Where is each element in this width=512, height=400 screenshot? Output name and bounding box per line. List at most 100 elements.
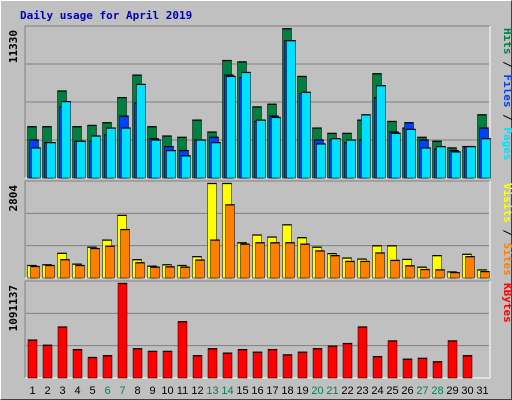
day-label-5: 5: [89, 385, 95, 397]
bar-kbytes-day-19: [297, 351, 308, 379]
bar-kbytes-day-20: [312, 348, 323, 379]
bar-pages-day-18: [286, 40, 296, 179]
bar-pages-day-20: [316, 143, 326, 179]
legend-separator: /: [501, 55, 512, 75]
day-label-12: 12: [191, 385, 203, 397]
bar-pages-day-25: [391, 132, 401, 179]
day-label-7: 7: [119, 385, 125, 397]
bar-pages-day-17: [271, 116, 281, 179]
bar-kbytes-day-9: [147, 350, 158, 379]
bar-kbytes-day-10: [162, 350, 173, 379]
bar-sites-day-25: [390, 259, 400, 279]
day-label-6: 6: [104, 385, 110, 397]
bar-kbytes-day-22: [342, 342, 353, 379]
bar-sites-day-23: [360, 260, 370, 279]
day-label-1: 1: [29, 385, 35, 397]
day-label-10: 10: [161, 385, 173, 397]
bar-kbytes-day-17: [267, 349, 278, 379]
bar-pages-day-7: [121, 127, 131, 179]
bar-kbytes-day-21: [327, 345, 338, 379]
bar-sites-day-20: [315, 250, 325, 279]
bar-kbytes-day-27: [417, 357, 428, 379]
bar-pages-day-11: [181, 155, 191, 179]
bar-pages-day-16: [256, 119, 266, 179]
bar-pages-day-1: [31, 147, 41, 179]
bar-kbytes-day-8: [132, 348, 143, 379]
bar-pages-day-6: [106, 127, 116, 179]
bar-pages-day-31: [481, 138, 491, 179]
day-label-3: 3: [59, 385, 65, 397]
day-label-22: 22: [341, 385, 353, 397]
bar-sites-day-12: [195, 259, 205, 279]
day-label-26: 26: [401, 385, 413, 397]
bar-kbytes-day-2: [42, 344, 53, 379]
bar-sites-day-31: [480, 270, 490, 279]
day-label-28: 28: [431, 385, 443, 397]
bar-kbytes-day-16: [252, 351, 263, 379]
bar-sites-day-8: [135, 262, 145, 279]
bar-kbytes-day-7: [117, 282, 128, 379]
visits-sites-max-label: 2804: [7, 185, 20, 212]
hits-files-pages-panel: 11330 Hits / Files / Pages: [7, 25, 512, 179]
bar-pages-day-26: [406, 128, 416, 179]
chart-title: Daily usage for April 2019: [20, 9, 192, 22]
bar-sites-day-9: [150, 266, 160, 279]
bar-sites-day-26: [405, 265, 415, 279]
bar-pages-day-8: [136, 83, 146, 179]
bar-sites-day-16: [255, 242, 265, 279]
bar-kbytes-day-13: [207, 348, 218, 379]
bar-sites-day-14: [225, 204, 235, 279]
legend-kbytes: KBytes: [501, 283, 512, 323]
bar-pages-day-3: [61, 100, 71, 179]
kbytes-panel: 1091137 KBytes: [7, 280, 512, 379]
bar-sites-day-22: [345, 260, 355, 279]
bar-kbytes-day-30: [462, 355, 473, 379]
day-label-15: 15: [236, 385, 248, 397]
bar-kbytes-day-12: [192, 355, 203, 379]
bar-kbytes-day-11: [177, 321, 188, 379]
bar-sites-day-28: [435, 269, 445, 279]
bar-sites-day-5: [90, 247, 100, 279]
bar-pages-day-29: [451, 151, 461, 179]
legend-separator: /: [501, 108, 512, 128]
bar-sites-day-30: [465, 256, 475, 279]
bar-sites-day-3: [60, 259, 70, 279]
day-label-14: 14: [221, 385, 233, 397]
bar-pages-day-12: [196, 139, 206, 179]
bar-pages-day-28: [436, 145, 446, 179]
bar-pages-day-4: [76, 140, 86, 179]
bar-pages-day-2: [46, 142, 56, 179]
day-label-8: 8: [134, 385, 140, 397]
bar-kbytes-day-6: [102, 355, 113, 379]
day-label-27: 27: [416, 385, 428, 397]
bar-pages-day-23: [361, 114, 371, 179]
bar-pages-day-24: [376, 85, 386, 179]
bar-sites-day-13: [210, 239, 220, 279]
bar-sites-day-1: [30, 265, 40, 279]
legend-separator: /: [501, 223, 512, 243]
bar-pages-day-27: [421, 147, 431, 179]
bar-pages-day-13: [211, 142, 221, 179]
bar-sites-day-11: [180, 266, 190, 279]
day-label-17: 17: [266, 385, 278, 397]
bar-kbytes-day-14: [222, 352, 233, 379]
day-label-31: 31: [476, 385, 488, 397]
bar-pages-day-22: [346, 139, 356, 179]
legend-pages: Pages: [501, 127, 512, 160]
hits-files-pages-legend: Hits / Files / Pages: [501, 28, 512, 161]
day-label-11: 11: [177, 385, 188, 397]
hits-files-pages-max-label: 11330: [7, 30, 20, 63]
bar-sites-day-6: [105, 245, 115, 279]
bar-kbytes-day-26: [402, 358, 413, 379]
bar-kbytes-day-29: [447, 340, 458, 379]
day-label-24: 24: [371, 385, 383, 397]
bar-sites-day-24: [375, 252, 385, 279]
bar-sites-day-18: [285, 242, 295, 279]
bar-pages-day-5: [91, 135, 101, 179]
legend-visits: Visits: [501, 183, 512, 223]
bar-kbytes-day-1: [27, 339, 38, 379]
bar-sites-day-17: [270, 242, 280, 279]
bar-pages-day-10: [166, 149, 176, 179]
bar-sites-day-15: [240, 243, 250, 279]
bar-sites-day-2: [45, 264, 55, 279]
